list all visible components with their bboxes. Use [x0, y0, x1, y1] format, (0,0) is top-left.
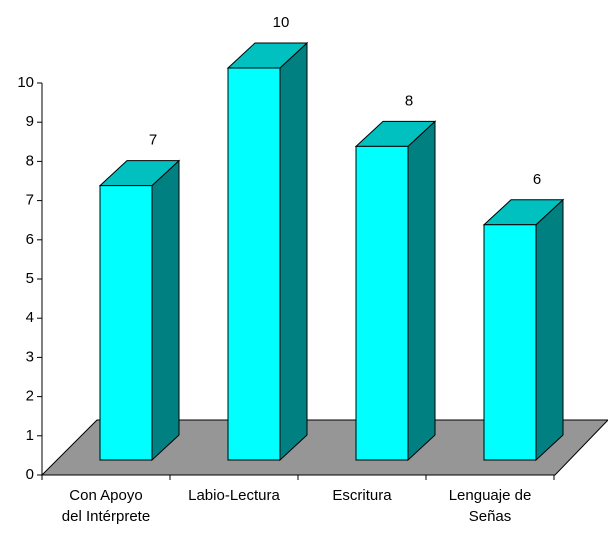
y-tick-label: 0 [26, 466, 34, 483]
bar [226, 41, 309, 462]
y-tick-label: 1 [26, 427, 34, 444]
y-tick-label: 8 [26, 152, 34, 169]
y-tick-label: 9 [26, 113, 34, 130]
x-tick-label: Con Apoyo del Intérprete [61, 487, 151, 525]
y-tick-label: 6 [26, 231, 34, 248]
bar-front [483, 224, 537, 461]
bar [354, 120, 437, 462]
value-label: 8 [405, 92, 413, 109]
y-tick-label: 10 [17, 74, 34, 91]
x-tick-label: Labio-Lectura [188, 487, 280, 504]
y-tick-label: 4 [26, 309, 34, 326]
bar-front [99, 185, 153, 461]
x-tick-label: Lenguaje de Señas [448, 487, 532, 525]
bar [98, 159, 181, 462]
bar-front [227, 67, 281, 461]
value-label: 7 [149, 132, 157, 149]
bar-side [535, 198, 564, 462]
x-tick-label: Escritura [332, 487, 392, 504]
y-tick-label: 2 [26, 388, 34, 405]
bar-side [407, 120, 436, 462]
value-label: 6 [533, 171, 541, 188]
y-tick-label: 7 [26, 192, 34, 209]
y-tick-label: 5 [26, 270, 34, 287]
value-label: 10 [273, 14, 290, 31]
bar-side [151, 159, 180, 462]
bar-front [355, 145, 409, 461]
bar [482, 198, 565, 462]
bar-side [279, 41, 308, 462]
y-tick-label: 3 [26, 348, 34, 365]
